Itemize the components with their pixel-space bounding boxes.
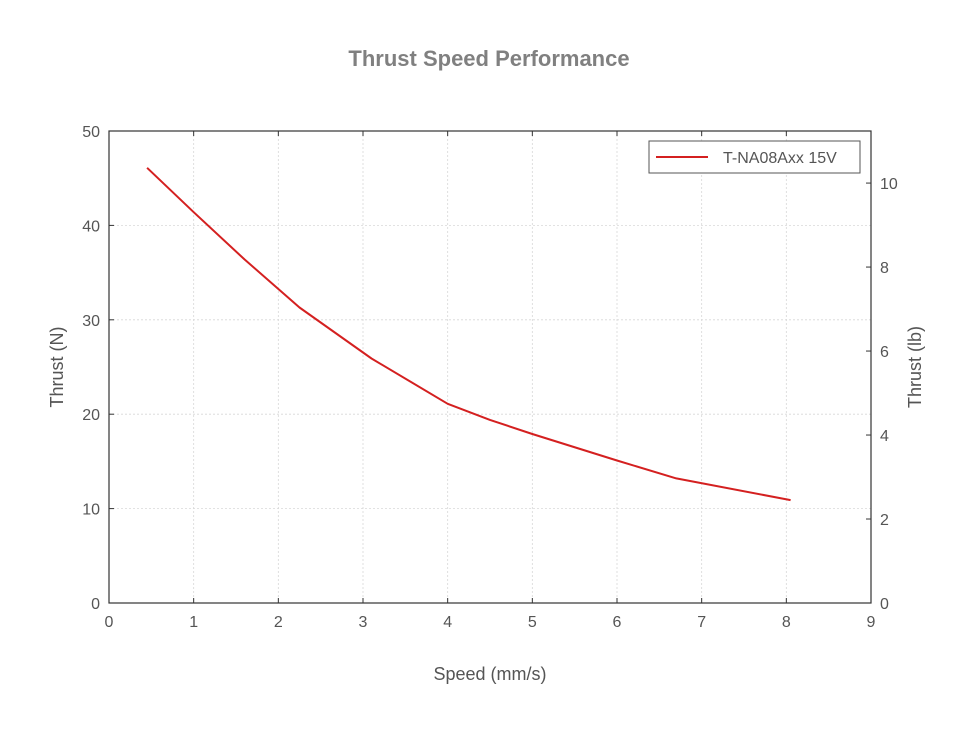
y-tick-label: 10	[82, 502, 100, 519]
y2-tick-label: 4	[880, 428, 889, 445]
x-tick-label: 3	[359, 614, 368, 631]
x-tick-label: 2	[274, 614, 283, 631]
x-axis: 0 1 2 3 4 5 6 7 8 9	[105, 131, 876, 631]
y-axis-left: 0 10 20 30 40 50	[82, 124, 114, 613]
y-tick-label: 0	[91, 596, 100, 613]
plot-frame	[108, 130, 872, 604]
y-tick-label: 30	[82, 313, 100, 330]
x-tick-label: 5	[528, 614, 537, 631]
y2-tick-label: 8	[880, 260, 889, 277]
chart-title: Thrust Speed Performance	[348, 46, 629, 71]
y2-tick-label: 6	[880, 344, 889, 361]
series-layer	[146, 167, 791, 502]
x-tick-label: 6	[613, 614, 622, 631]
x-tick-label: 7	[697, 614, 706, 631]
y2-axis-label: Thrust (lb)	[905, 326, 925, 408]
y2-tick-label: 2	[880, 512, 889, 529]
x-tick-label: 8	[782, 614, 791, 631]
x-tick-label: 1	[189, 614, 198, 631]
x-tick-label: 0	[105, 614, 114, 631]
grid	[109, 131, 871, 603]
x-tick-label: 4	[443, 614, 452, 631]
y-axis-right: 0 2 4 6 8 10	[866, 176, 898, 613]
y2-tick-label: 0	[880, 596, 889, 613]
legend: T-NA08Axx 15V	[648, 140, 861, 174]
y2-tick-label: 10	[880, 176, 898, 193]
y-axis-label: Thrust (N)	[47, 327, 67, 408]
x-axis-label: Speed (mm/s)	[433, 664, 546, 684]
y-tick-label: 50	[82, 124, 100, 141]
y-tick-label: 20	[82, 407, 100, 424]
legend-label: T-NA08Axx 15V	[723, 150, 837, 167]
y-tick-label: 40	[82, 218, 100, 235]
series-line	[146, 167, 791, 502]
x-tick-label: 9	[867, 614, 876, 631]
